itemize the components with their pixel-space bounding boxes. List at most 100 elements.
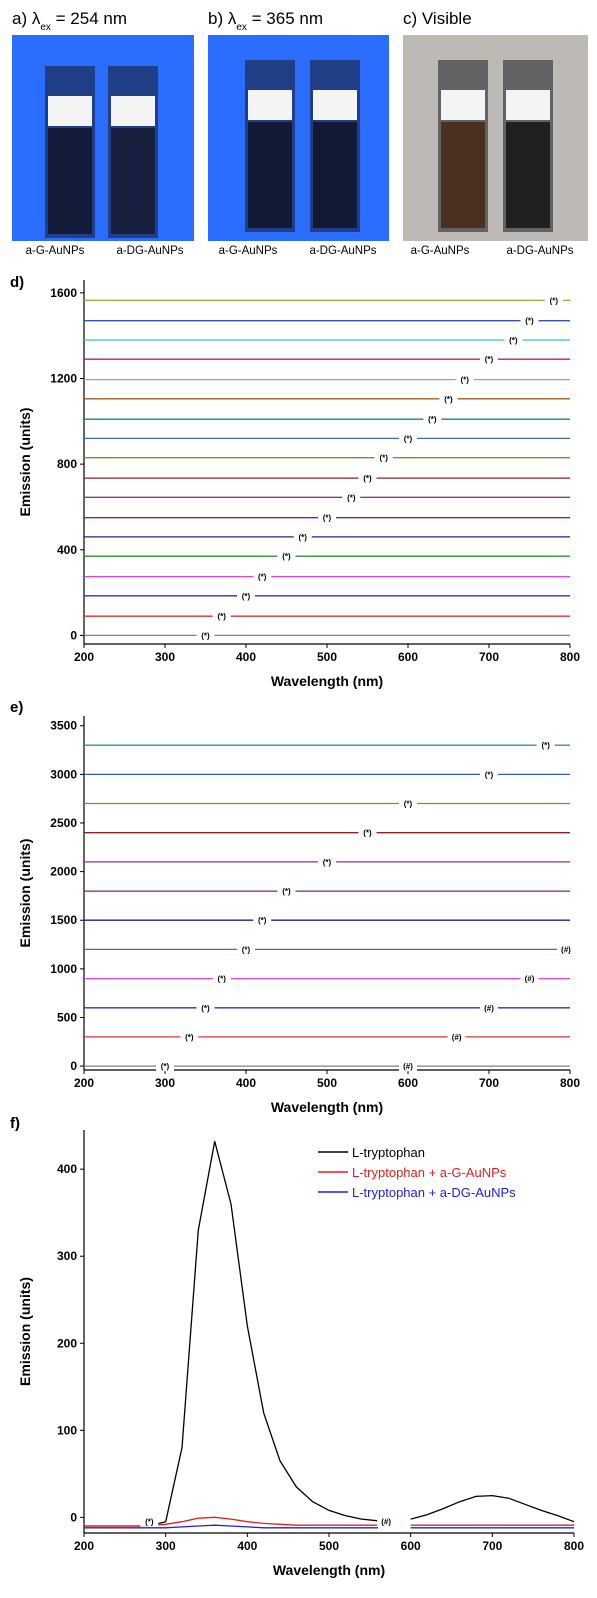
annotation-mask bbox=[544, 295, 563, 306]
y-tick-label: 3500 bbox=[50, 719, 77, 733]
annotation-mask bbox=[358, 827, 377, 838]
y-tick-label: 0 bbox=[70, 1059, 77, 1073]
x-tick-label: 600 bbox=[398, 1076, 418, 1090]
y-tick-label: 400 bbox=[57, 543, 77, 557]
title-part: b) λ bbox=[208, 9, 237, 28]
x-tick-label: 500 bbox=[317, 1076, 337, 1090]
x-tick-label: 700 bbox=[482, 1539, 502, 1553]
legend-label: L-tryptophan bbox=[352, 1145, 425, 1160]
annotation-mask bbox=[237, 590, 255, 601]
cuvette bbox=[45, 66, 95, 238]
annotation-mask bbox=[156, 1061, 174, 1072]
annotation: (*) bbox=[201, 631, 210, 640]
y-tick-label: 200 bbox=[57, 1336, 77, 1350]
annotation: (*) bbox=[161, 1062, 170, 1071]
title-part: c) Visible bbox=[403, 9, 472, 28]
annotation: (#) bbox=[403, 1062, 413, 1071]
annotation-mask bbox=[374, 452, 393, 463]
y-tick-label: 3000 bbox=[50, 767, 77, 781]
x-tick-label: 200 bbox=[74, 1539, 94, 1553]
photo-a bbox=[12, 35, 194, 241]
cuvette bbox=[310, 60, 360, 232]
annotation: (*) bbox=[323, 858, 332, 867]
x-tick-label: 500 bbox=[319, 1539, 339, 1553]
annotation: (*) bbox=[282, 887, 291, 896]
series-line bbox=[84, 1524, 574, 1529]
x-tick-label: 500 bbox=[317, 650, 337, 664]
y-tick-label: 800 bbox=[57, 457, 77, 471]
y-tick-label: 1200 bbox=[50, 371, 77, 385]
x-axis-title: Wavelength (nm) bbox=[271, 673, 383, 689]
annotation: (*) bbox=[550, 296, 559, 305]
annotation-mask bbox=[447, 1031, 466, 1042]
photo-background bbox=[208, 35, 389, 241]
annotation: (*) bbox=[185, 1033, 194, 1042]
annotation: (#) bbox=[452, 1033, 462, 1042]
annotation: (#) bbox=[484, 1004, 494, 1013]
annotation-mask bbox=[520, 973, 539, 984]
annotation: (*) bbox=[217, 975, 226, 984]
x-tick-label: 300 bbox=[155, 1076, 175, 1090]
cuvette bbox=[438, 60, 488, 232]
annotation-mask bbox=[399, 1061, 417, 1072]
photo-background bbox=[403, 35, 588, 241]
annotation-mask bbox=[480, 354, 498, 365]
x-tick-label: 700 bbox=[479, 650, 499, 664]
annotation-mask bbox=[180, 1031, 199, 1042]
annotation: (*) bbox=[242, 592, 251, 601]
sample-label: a-DG-AuNPs bbox=[309, 245, 376, 257]
y-tick-label: 2000 bbox=[50, 865, 77, 879]
y-tick-label: 400 bbox=[57, 1162, 77, 1176]
x-axis-title: Wavelength (nm) bbox=[271, 1099, 383, 1115]
annotation: (*) bbox=[460, 376, 469, 385]
sample-label: a-G-AuNPs bbox=[411, 245, 470, 257]
annotation: (*) bbox=[363, 474, 372, 483]
annotation-mask bbox=[318, 856, 336, 867]
photo-title: b) λex = 365 nm bbox=[208, 9, 323, 33]
annotation-mask bbox=[480, 769, 498, 780]
annotation: (*) bbox=[217, 612, 226, 621]
y-tick-label: 0 bbox=[70, 628, 77, 642]
panel-label: d) bbox=[10, 274, 24, 291]
x-tick-label: 400 bbox=[236, 1076, 256, 1090]
annotation: (*) bbox=[525, 317, 534, 326]
sample-label: a-G-AuNPs bbox=[26, 245, 85, 257]
x-tick-label: 300 bbox=[155, 650, 175, 664]
x-tick-label: 800 bbox=[564, 1539, 584, 1553]
annotation: (#) bbox=[381, 1518, 391, 1527]
annotation: (*) bbox=[541, 741, 550, 750]
annotation-mask bbox=[455, 374, 474, 385]
subscript: ex bbox=[236, 22, 247, 33]
y-tick-label: 2500 bbox=[50, 816, 77, 830]
photo-title: a) λex = 254 nm bbox=[12, 9, 127, 33]
y-axis-title: Emission (units) bbox=[17, 1277, 33, 1386]
x-tick-label: 300 bbox=[156, 1539, 176, 1553]
panel-label: f) bbox=[10, 1115, 20, 1132]
annotation-mask bbox=[480, 1002, 498, 1013]
annotation-mask bbox=[520, 315, 539, 326]
series-line bbox=[84, 1516, 574, 1527]
annotation: (*) bbox=[404, 434, 413, 443]
annotation-mask bbox=[293, 531, 312, 542]
annotation-mask bbox=[237, 944, 255, 955]
cuvette bbox=[245, 60, 295, 232]
annotation-mask bbox=[358, 473, 377, 484]
annotation-mask bbox=[399, 433, 417, 444]
x-tick-label: 400 bbox=[236, 650, 256, 664]
annotation-mask bbox=[423, 414, 442, 425]
x-tick-label: 800 bbox=[560, 1076, 580, 1090]
y-axis-title: Emission (units) bbox=[17, 408, 33, 517]
y-tick-label: 1600 bbox=[50, 286, 77, 300]
annotation: (*) bbox=[444, 395, 453, 404]
y-tick-label: 300 bbox=[57, 1249, 77, 1263]
annotation: (*) bbox=[509, 336, 518, 345]
annotation: (*) bbox=[379, 454, 388, 463]
annotation-mask bbox=[399, 798, 417, 809]
sample-label: a-G-AuNPs bbox=[219, 245, 278, 257]
annotation-mask bbox=[140, 1516, 159, 1527]
sample-label: a-DG-AuNPs bbox=[506, 245, 573, 257]
annotation: (*) bbox=[347, 493, 356, 502]
photo-title: c) Visible bbox=[403, 9, 472, 28]
